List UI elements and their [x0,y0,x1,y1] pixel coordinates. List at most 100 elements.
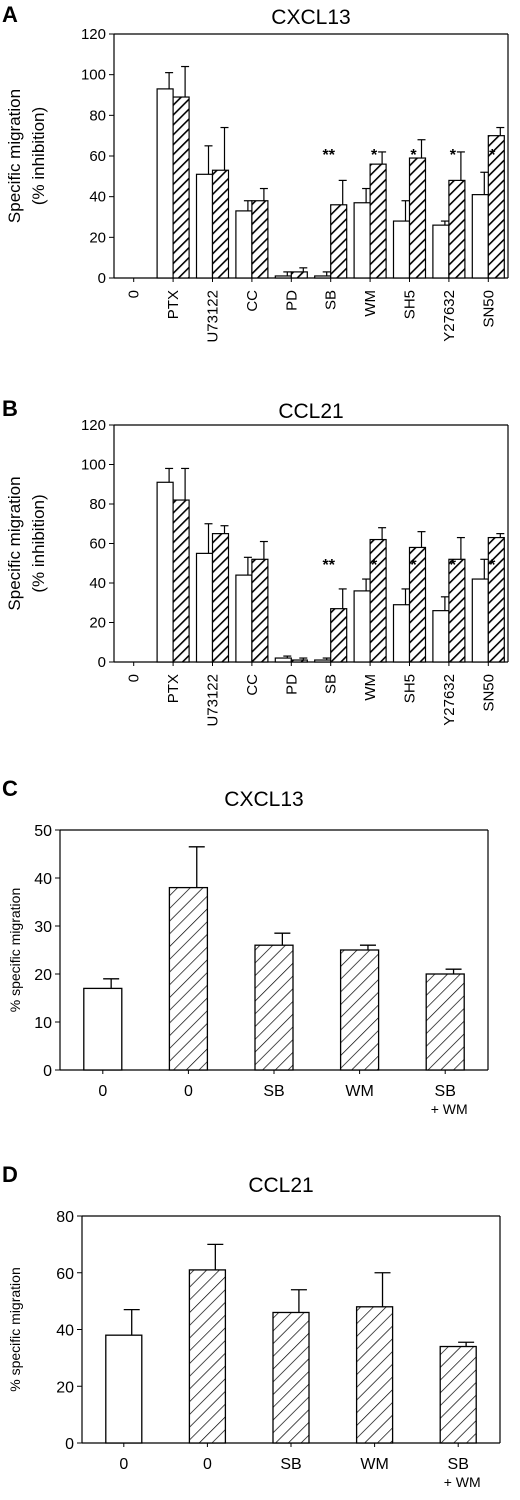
x-tick-label: WM [360,1456,388,1473]
bar-hatched [330,608,348,663]
y-axis-label: Specific migration [5,89,24,223]
x-tick-label: Y27632 [441,674,458,726]
y-tick-label: 10 [34,1015,52,1032]
x-tick-label: PD [283,290,300,311]
y-axis-label: % specific migration [7,1267,23,1392]
bar-open [235,574,253,663]
bar-hatched [369,538,387,663]
x-tick-label: SB [435,1083,456,1100]
bar-hatched [251,200,269,279]
y-axis-label: % specific migration [7,888,23,1013]
chart-title: CXCL13 [271,6,350,29]
significance-marker: * [410,557,417,574]
chart-title: CCL21 [248,1174,313,1197]
x-tick-label: WM [345,1083,373,1100]
bar-open [392,604,411,663]
bar-hatched [172,499,190,663]
bar-hatched [290,271,308,279]
bar-hatched [339,949,380,1071]
x-tick-label: U73122 [205,290,222,343]
x-tick-label: CC [244,674,261,696]
bar-open [353,202,371,279]
x-tick-label: 0 [98,1083,107,1100]
bar-hatched [448,558,466,663]
bar-open [353,590,371,663]
bar-hatched [369,163,387,279]
bar-open [235,210,253,279]
y-axis-label: (% inhibition) [29,107,48,205]
significance-marker: * [489,557,496,574]
significance-marker: ** [322,147,335,164]
x-tick-label: 0 [119,1456,128,1473]
bar-open [156,481,174,663]
significance-marker: * [489,147,496,164]
chart-title: CCL21 [278,400,343,423]
significance-marker: * [371,557,378,574]
x-tick-label: PTX [165,290,182,319]
bar-open [83,987,123,1071]
bar-open [471,194,489,279]
y-tick-label: 60 [56,1266,74,1283]
panel-b: B CCL21 0 20 40 60 80 100 120 Specific migration (… [0,388,520,763]
significance-marker: * [450,147,457,164]
panel-d: D CCL21 0 20 40 60 80 % specific migration 0 0 SB W… [0,1158,520,1500]
y-tick-label: 40 [89,189,106,206]
bar-hatched [188,1269,227,1444]
chart-b: B CCL21 0 20 40 60 80 100 120 Specific migration (… [2,396,509,727]
y-tick-label: 50 [34,823,52,840]
chart-a: A CXCL13 0 20 40 60 80 100 120 Specific migration… [2,2,509,343]
y-tick-label: 80 [89,496,106,513]
significance-marker: * [371,147,378,164]
x-tick-label: SB [263,1083,284,1100]
bar-hatched [355,1306,394,1444]
panel-label: A [2,2,18,27]
y-tick-label: 20 [34,967,52,984]
y-tick-label: 80 [56,1209,74,1226]
x-tick-label: + WM [444,1474,481,1490]
x-tick-label: 0 [184,1083,193,1100]
bar-open [392,220,411,279]
y-tick-label: 120 [81,417,106,434]
y-axis-label: (% inhibition) [29,494,48,592]
bar-hatched [408,157,427,279]
x-tick-label: SH5 [402,674,419,703]
significance-marker: * [450,557,457,574]
x-tick-label: PTX [165,674,182,703]
bar-open [105,1334,143,1444]
x-tick-label: SH5 [402,290,419,319]
y-tick-label: 120 [81,26,106,43]
bar-hatched [487,135,505,279]
bar-open [274,275,292,279]
y-tick-label: 0 [65,1436,74,1453]
y-tick-label: 40 [89,575,106,592]
panel-label: C [2,776,18,801]
panel-c: C CXCL13 0 10 20 30 40 50 % specific migration 0 0… [0,772,520,1152]
bar-hatched [425,973,465,1071]
x-tick-label: 0 [126,674,143,682]
bar-open [432,224,450,279]
bar-open [314,275,332,279]
x-tick-label: SB [280,1456,301,1473]
y-tick-label: 30 [34,919,52,936]
y-tick-label: 60 [89,148,106,165]
y-tick-label: 0 [98,270,106,287]
x-tick-label: 0 [126,290,143,298]
x-tick-label: 0 [203,1456,212,1473]
significance-marker: ** [322,557,335,574]
bar-open [156,88,174,279]
y-tick-label: 20 [89,229,106,246]
bar-open [314,659,332,663]
y-tick-label: 100 [81,457,106,474]
bar-hatched [251,558,269,663]
bar-hatched [211,169,230,279]
bar-hatched [272,1311,310,1444]
x-tick-label: SB [323,290,340,310]
chart-title: CXCL13 [224,788,303,811]
bar-open [471,578,489,663]
bar-hatched [487,536,505,663]
chart-d: D CCL21 0 20 40 60 80 % specific migration 0 0 SB W… [2,1162,501,1490]
y-tick-label: 80 [89,107,106,124]
bar-hatched [254,944,294,1071]
y-tick-label: 20 [56,1379,74,1396]
bar-hatched [448,179,466,279]
